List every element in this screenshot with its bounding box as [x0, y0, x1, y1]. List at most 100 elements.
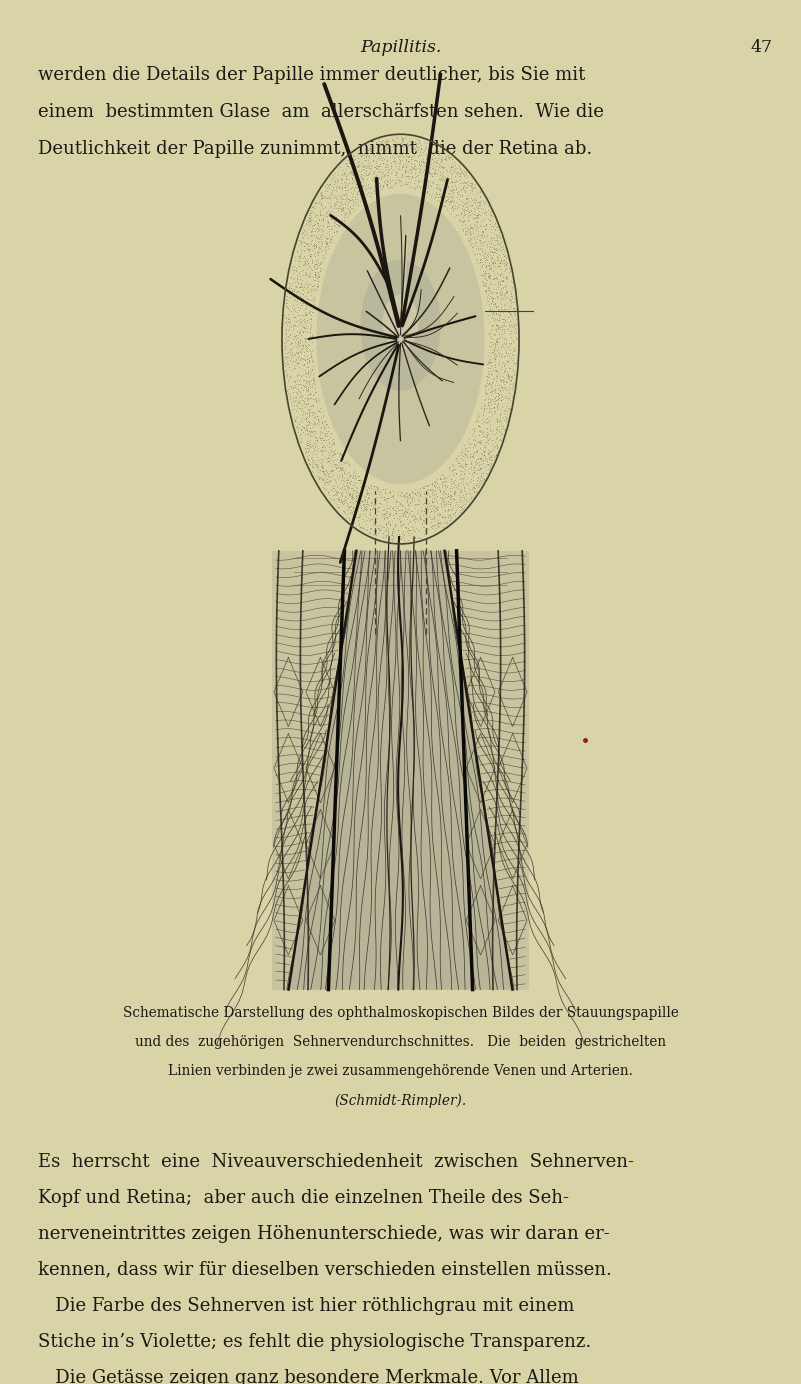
Point	[491, 230, 504, 252]
Point	[394, 145, 407, 167]
Point	[292, 334, 304, 356]
Point	[348, 145, 360, 167]
Point	[500, 251, 513, 273]
Point	[290, 372, 303, 394]
Point	[291, 382, 304, 404]
Point	[474, 252, 487, 274]
Point	[347, 466, 360, 489]
Point	[392, 166, 405, 188]
Point	[496, 368, 509, 390]
Point	[356, 170, 369, 192]
Point	[505, 349, 518, 371]
Point	[472, 432, 485, 454]
Point	[493, 263, 506, 285]
Point	[469, 198, 482, 220]
Point	[380, 487, 393, 509]
Text: Es  herrscht  eine  Niveauverschiedenheit  zwischen  Sehnerven-: Es herrscht eine Niveauverschiedenheit z…	[38, 1153, 634, 1171]
Point	[324, 440, 337, 462]
Point	[465, 176, 477, 198]
Point	[484, 256, 497, 278]
Point	[396, 143, 409, 165]
Point	[470, 410, 483, 432]
Point	[384, 482, 396, 504]
Point	[497, 335, 509, 357]
Point	[480, 291, 493, 313]
Point	[299, 437, 312, 459]
Point	[300, 327, 312, 349]
Point	[483, 264, 496, 286]
Point	[495, 401, 508, 424]
Point	[417, 141, 429, 163]
Point	[453, 454, 466, 476]
Point	[317, 187, 330, 209]
Point	[487, 307, 500, 329]
Point	[485, 393, 497, 415]
Point	[454, 179, 467, 201]
Point	[331, 497, 344, 519]
Point	[297, 231, 310, 253]
Point	[401, 501, 414, 523]
Point	[299, 263, 312, 285]
Point	[308, 268, 321, 291]
Point	[509, 302, 521, 324]
Point	[485, 256, 497, 278]
Point	[285, 300, 298, 322]
Point	[354, 497, 367, 519]
Point	[464, 224, 477, 246]
Point	[462, 174, 475, 197]
Point	[309, 226, 322, 248]
Point	[325, 226, 338, 248]
Point	[323, 217, 336, 239]
Point	[305, 205, 318, 227]
Point	[493, 375, 505, 397]
Point	[361, 183, 374, 205]
Point	[457, 195, 470, 217]
Point	[457, 458, 470, 480]
Point	[478, 440, 491, 462]
Point	[464, 203, 477, 226]
Point	[287, 382, 300, 404]
Point	[282, 353, 295, 375]
Text: Fig. 17.: Fig. 17.	[372, 201, 429, 216]
Point	[425, 134, 438, 156]
Point	[335, 198, 348, 220]
Point	[301, 238, 314, 260]
Point	[444, 507, 457, 529]
Point	[479, 278, 492, 300]
Point	[509, 313, 522, 335]
Point	[294, 267, 307, 289]
Point	[503, 365, 516, 388]
Point	[287, 350, 300, 372]
Point	[476, 224, 489, 246]
Point	[317, 418, 330, 440]
Point	[419, 148, 432, 170]
Point	[439, 500, 452, 522]
Point	[452, 197, 465, 219]
Point	[348, 465, 361, 487]
Point	[325, 469, 338, 491]
Point	[292, 324, 304, 346]
Point	[479, 388, 492, 410]
Point	[494, 288, 507, 310]
Point	[489, 212, 502, 234]
Point	[309, 235, 322, 257]
Point	[462, 433, 475, 455]
Point	[320, 429, 332, 451]
Point	[314, 401, 327, 424]
Point	[311, 270, 324, 292]
Point	[289, 340, 302, 363]
Point	[469, 187, 481, 209]
Point	[293, 383, 306, 406]
Point	[493, 345, 505, 367]
Point	[409, 166, 421, 188]
Point	[336, 464, 348, 486]
Point	[300, 347, 313, 370]
Point	[485, 252, 498, 274]
Point	[484, 270, 497, 292]
Point	[434, 167, 447, 190]
Point	[490, 433, 503, 455]
Point	[413, 486, 425, 508]
Point	[437, 491, 449, 513]
Point	[284, 316, 297, 338]
Point	[312, 227, 324, 249]
